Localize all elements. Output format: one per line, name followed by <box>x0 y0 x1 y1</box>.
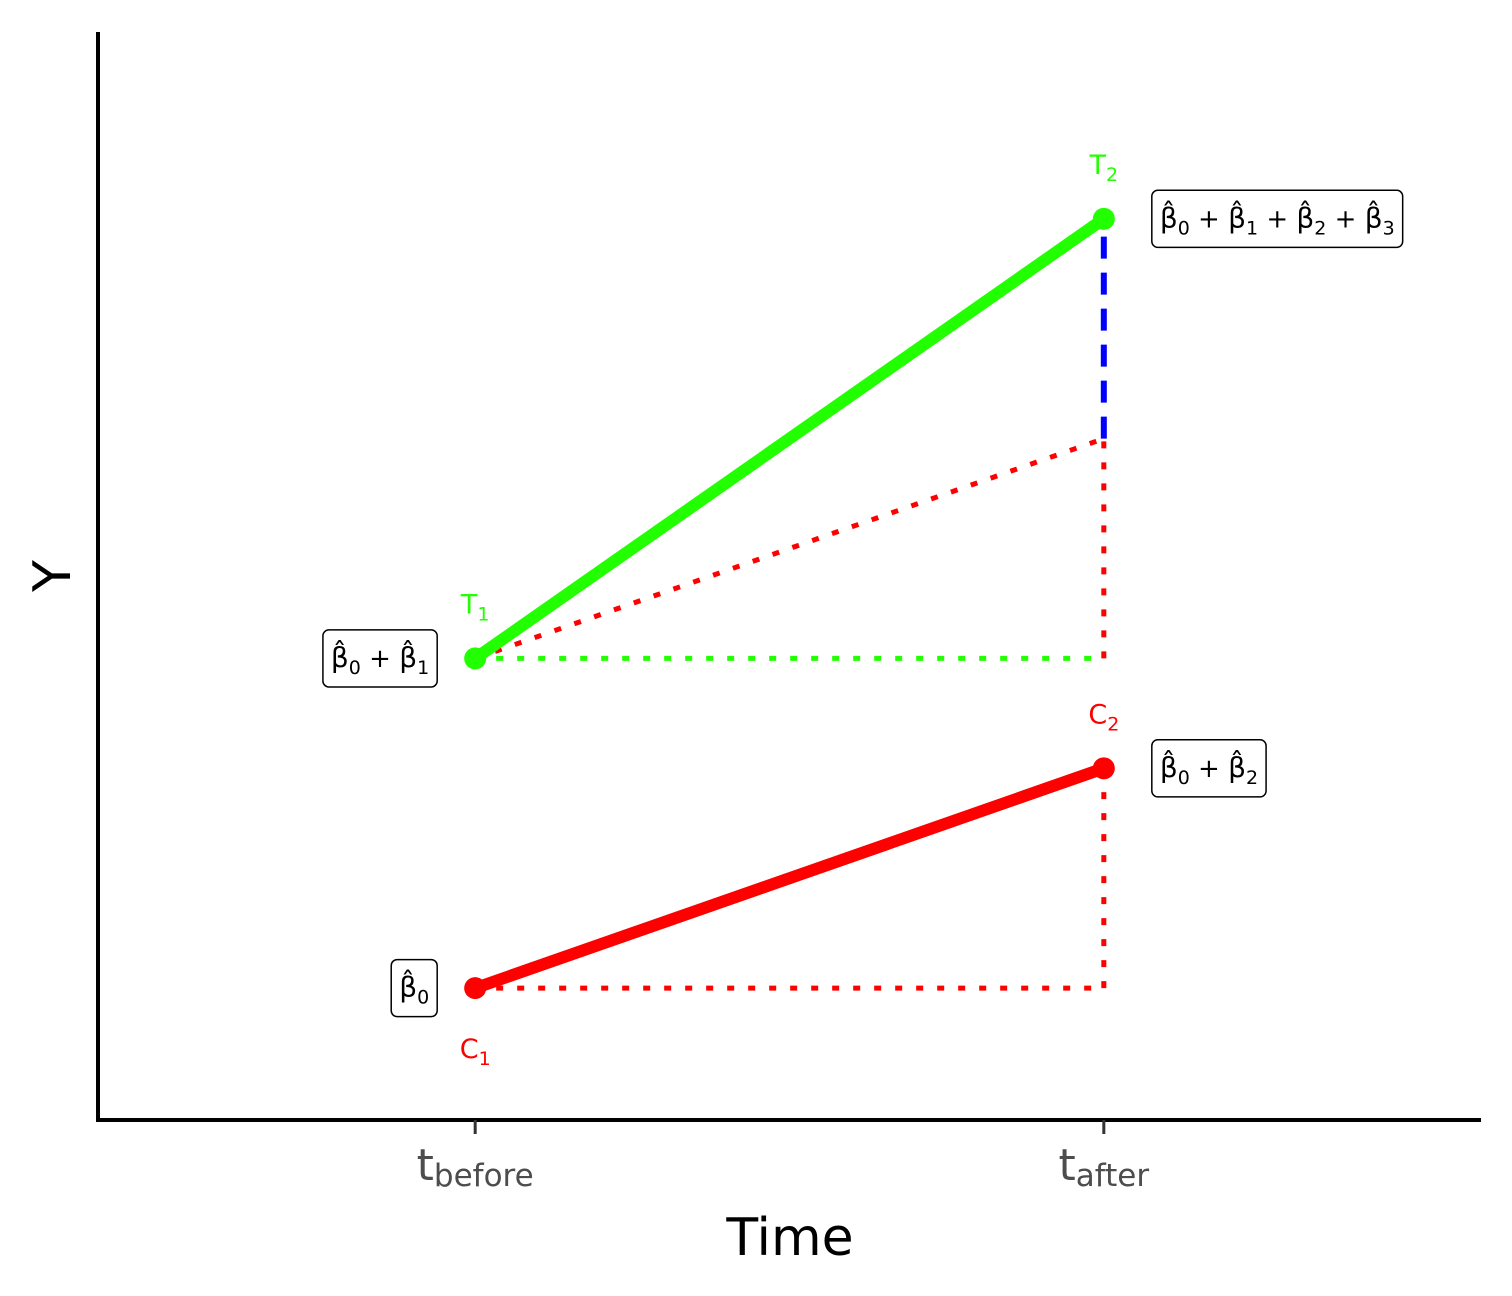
treatment-line <box>471 213 1108 664</box>
coefficient-text: β̂0 + β̂1 + β̂2 + β̂3 <box>1160 198 1395 239</box>
treatment-point <box>464 647 487 670</box>
control-point <box>464 977 487 1000</box>
control-point <box>1092 757 1115 780</box>
x-ticks: tbefore tafter <box>417 1120 1150 1194</box>
point-label-C1: C1 <box>460 1034 491 1070</box>
coefficient-label: β̂0 <box>390 958 438 1018</box>
treatment-point <box>1092 207 1115 230</box>
coefficient-box <box>390 958 438 1018</box>
point-label-T2: T2 <box>1089 150 1119 186</box>
coefficient-text: β̂0 <box>399 968 429 1009</box>
series-lines <box>471 213 1108 994</box>
y-axis-title: Y <box>23 560 83 593</box>
coefficient-text: β̂0 + β̂1 <box>331 638 429 679</box>
control-line <box>473 762 1106 994</box>
point-label-C2: C2 <box>1088 699 1119 735</box>
coefficient-annotations: β̂0 β̂0 + β̂1 β̂0 + β̂2 β̂0 + β̂1 + β̂2 + β… <box>322 189 1404 1018</box>
coefficient-label: β̂0 + β̂1 + β̂2 + β̂3 <box>1151 189 1404 249</box>
guide-lines <box>474 218 1107 991</box>
x-tick-label: tafter <box>1059 1140 1150 1194</box>
x-axis-title: Time <box>725 1208 853 1268</box>
point-label-T1: T1 <box>460 589 490 625</box>
coefficient-box <box>1151 739 1267 798</box>
guide-line-dotted <box>474 436 1105 661</box>
coefficient-text: β̂0 + β̂2 <box>1160 748 1258 789</box>
point-labels: T1 T2 C1 C2 <box>460 150 1120 1070</box>
series-points <box>464 207 1115 1000</box>
axes <box>96 32 1481 1122</box>
coefficient-box <box>1151 189 1404 249</box>
coefficient-box <box>322 629 438 688</box>
coefficient-label: β̂0 + β̂1 <box>322 629 438 688</box>
x-tick-label: tbefore <box>417 1140 534 1194</box>
coefficient-label: β̂0 + β̂2 <box>1151 739 1267 798</box>
